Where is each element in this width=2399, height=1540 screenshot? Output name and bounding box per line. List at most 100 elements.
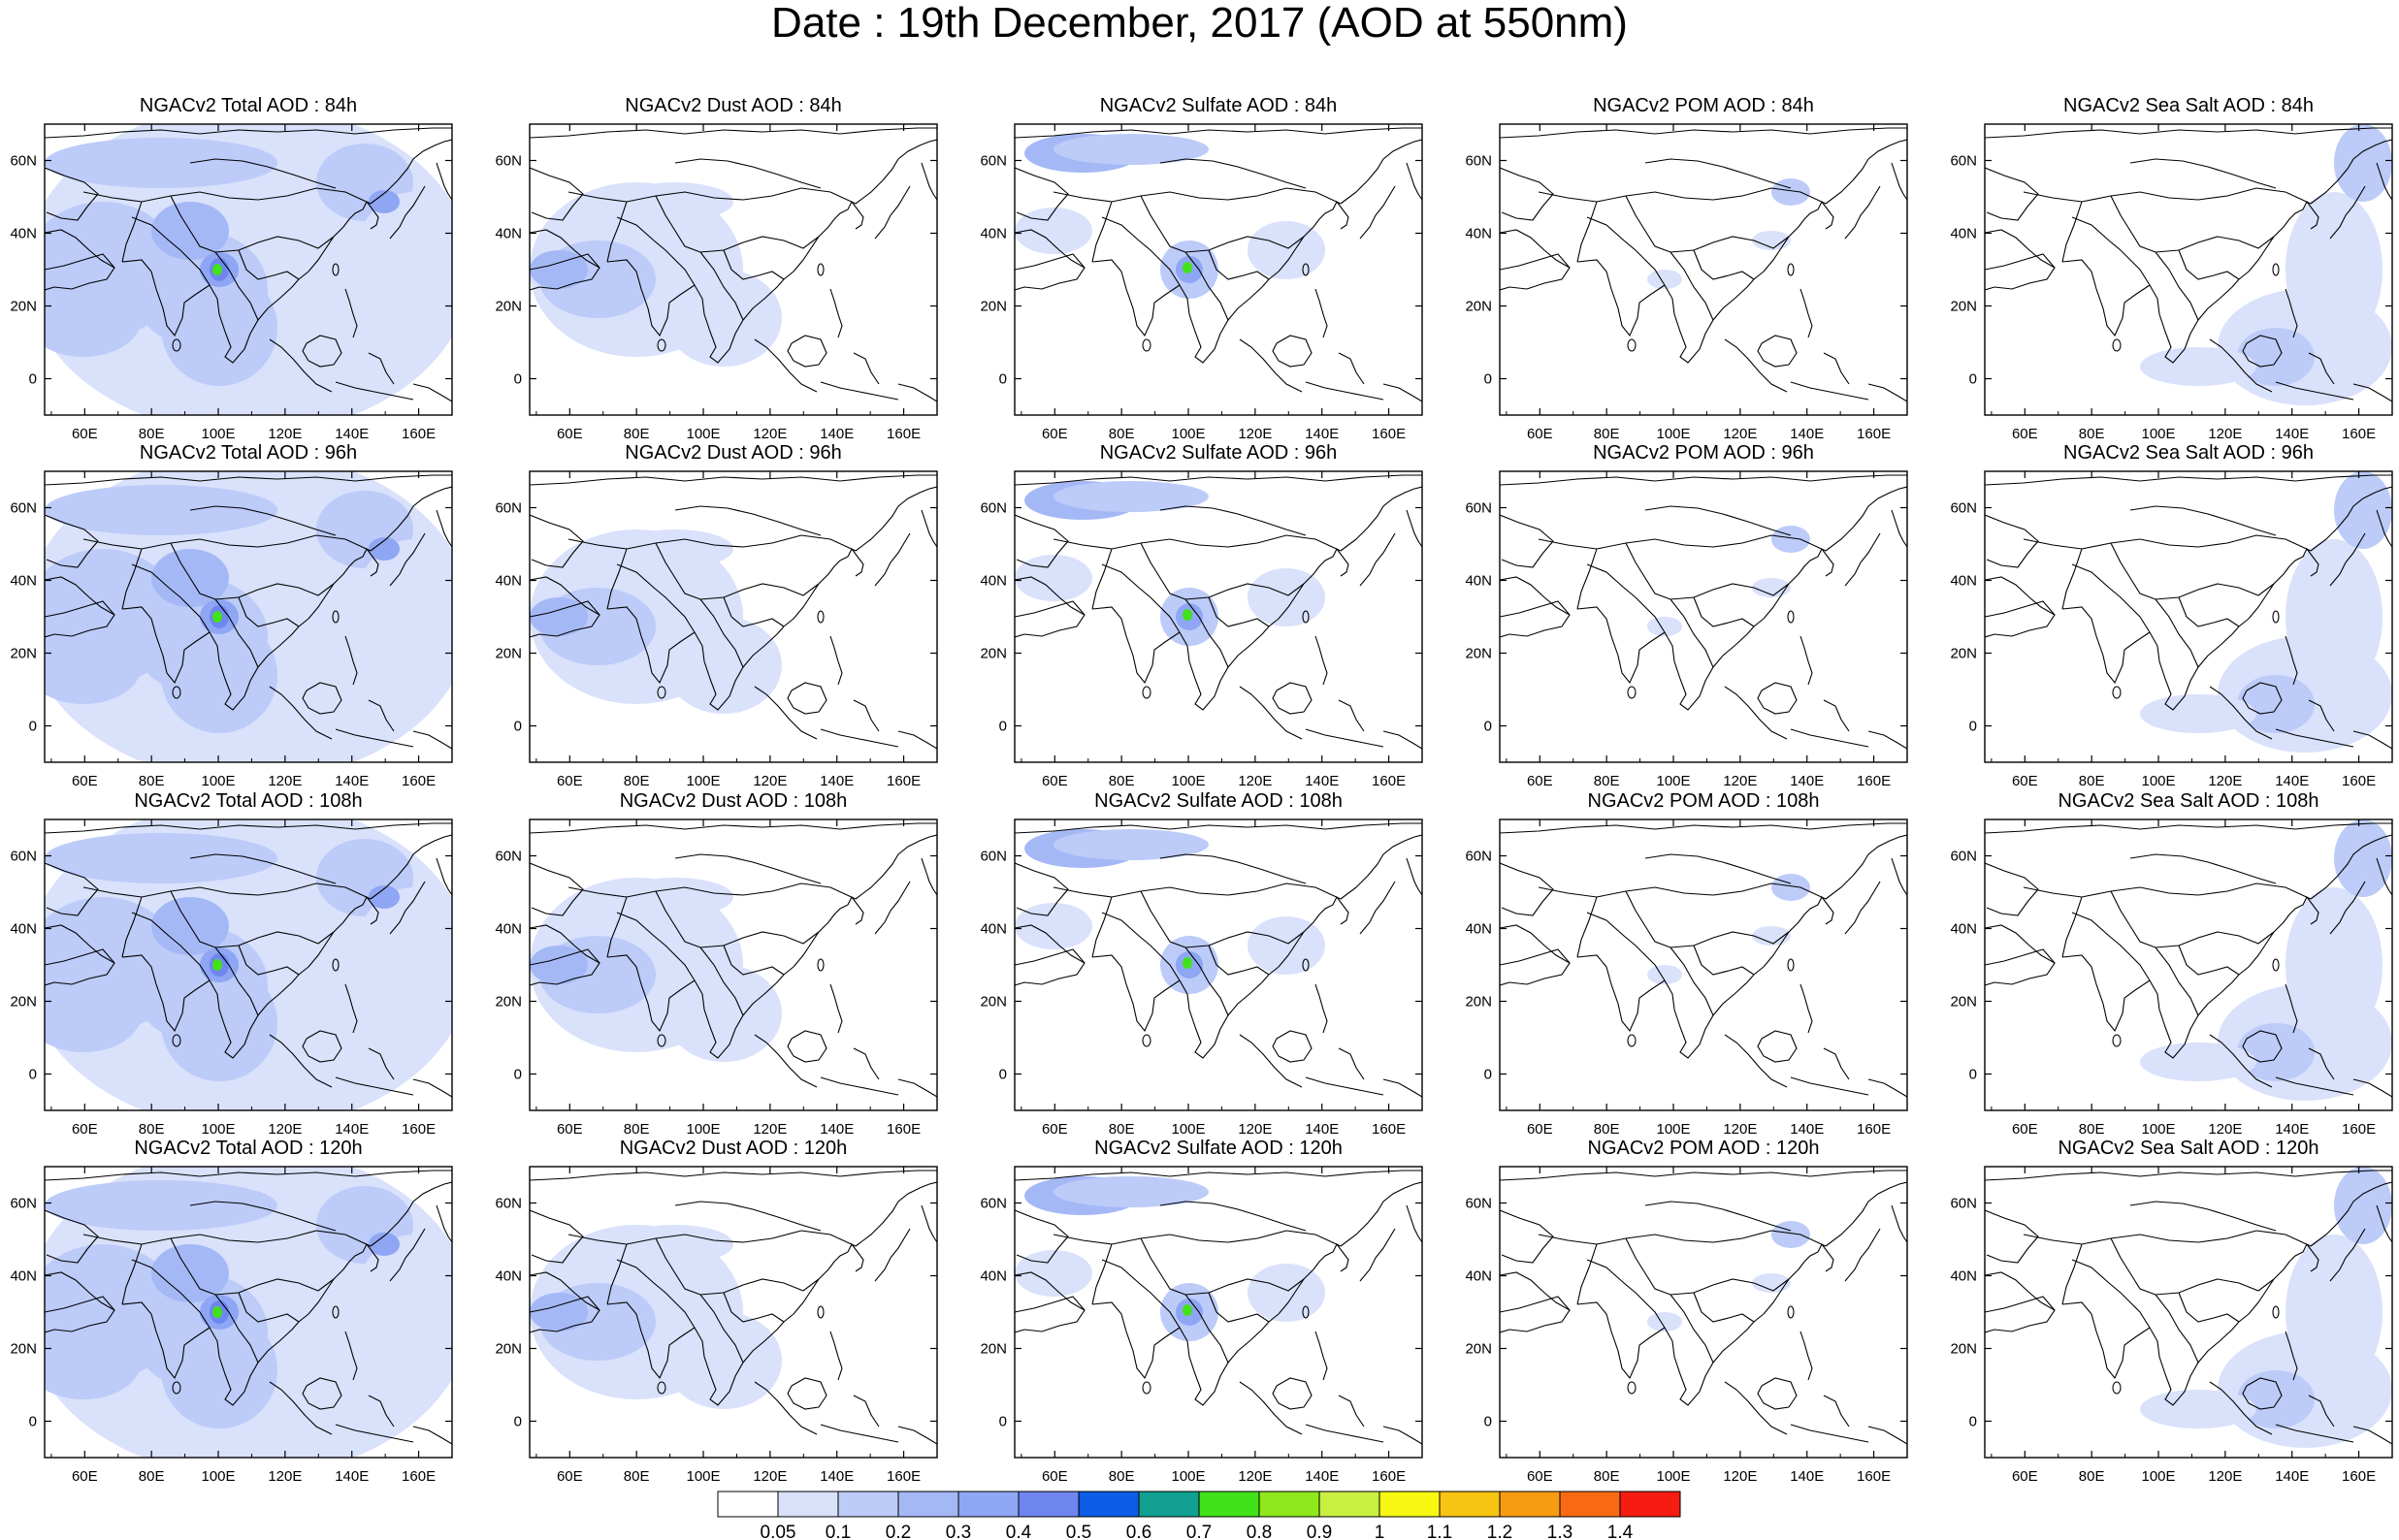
x-tick-label: 140E [1790,426,1824,442]
plot-frame [44,123,453,416]
aod-shading [45,1180,277,1231]
colorbar-label: 0.6 [1126,1523,1151,1540]
x-tick-label: 60E [2012,773,2038,789]
colorbar-swatch [1499,1491,1561,1518]
aod-shading [2334,819,2392,897]
aod-shading [2286,887,2383,1043]
aod-shading [530,250,588,289]
x-tick-label: 60E [557,426,583,442]
x-tick-label: 60E [1527,426,1553,442]
x-tick-label: 100E [201,773,235,789]
x-tick-label: 160E [2342,1121,2376,1138]
plot-frame [1984,470,2393,763]
y-tick-label: 0 [1969,1414,1977,1430]
x-tick-label: 120E [2208,1121,2242,1138]
y-tick-label: 20N [1465,1341,1492,1358]
colorbar-swatch [1078,1491,1140,1518]
x-tick-label: 80E [2079,1468,2105,1485]
colorbar-label: 0.3 [946,1523,971,1540]
x-tick-label: 60E [1042,773,1068,789]
x-tick-label: 120E [2208,773,2242,789]
aod-shading [1752,1273,1791,1293]
x-tick-label: 120E [268,1468,302,1485]
y-tick-label: 0 [29,719,37,735]
aod-shading [369,190,400,213]
y-tick-label: 60N [10,500,37,517]
x-tick-label: 160E [887,1121,921,1138]
x-tick-label: 140E [1790,1468,1824,1485]
map-panel: 60E 80E 100E 120E 140E 160E 0 20N 40N 60N [1465,818,1908,1138]
x-tick-label: 80E [1109,773,1135,789]
x-tick-label: 160E [2342,773,2376,789]
x-tick-label: 120E [753,1121,787,1138]
plot-frame [44,818,453,1111]
aod-shading [617,182,733,221]
y-tick-label: 60N [1465,153,1492,170]
x-tick-label: 100E [686,1468,720,1485]
x-tick-label: 100E [1656,426,1690,442]
aod-shading [1054,481,1209,512]
plot-frame [1499,1166,1908,1459]
aod-shading [1015,903,1092,949]
x-tick-label: 80E [1594,426,1620,442]
x-tick-label: 160E [2342,426,2376,442]
y-tick-label: 40N [1465,921,1492,938]
x-tick-label: 140E [335,1121,369,1138]
x-tick-label: 80E [139,426,165,442]
aod-shading [2237,1023,2315,1081]
x-tick-label: 140E [2275,1121,2309,1138]
colorbar-labels: 0.05 0.1 0.2 0.3 0.4 0.5 0.6 0.7 0.8 0.9 1 1.1 1.2 1.… [761,1523,1634,1540]
plot-frame [529,818,938,1111]
panel-title: NGACv2 POM AOD : 108h [1587,790,1820,812]
x-tick-label: 160E [402,1121,436,1138]
x-tick-label: 120E [2208,1468,2242,1485]
x-tick-label: 120E [268,426,302,442]
aod-shading [2334,1167,2392,1244]
colorbar-label: 0.7 [1186,1523,1212,1540]
aod-shading [617,878,733,916]
x-tick-label: 160E [1857,1468,1891,1485]
x-tick-label: 140E [1790,773,1824,789]
x-tick-label: 140E [1305,1121,1339,1138]
colorbar-swatch [837,1491,899,1518]
figure-title: Date : 19th December, 2017 (AOD at 550nm… [771,0,1628,47]
y-tick-label: 40N [980,921,1007,938]
y-tick-label: 20N [495,994,522,1011]
x-tick-label: 80E [1109,1468,1135,1485]
colorbar-swatch [717,1491,779,1518]
colorbar-swatch [1378,1491,1441,1518]
y-tick-label: 40N [495,1268,522,1285]
x-tick-label: 140E [820,426,854,442]
panel-title: NGACv2 Sea Salt AOD : 96h [2063,442,2314,464]
y-tick-label: 40N [1950,921,1977,938]
y-tick-label: 40N [495,226,522,242]
x-tick-label: 120E [1723,1121,1757,1138]
y-tick-label: 60N [495,849,522,865]
aod-shading [45,975,142,1052]
x-tick-label: 100E [1171,1468,1205,1485]
map-panel: 60E 80E 100E 120E 140E 160E 0 20N 40N 60N [980,1166,1423,1485]
aod-shading [2140,347,2256,386]
y-tick-label: 0 [514,371,522,388]
panel-title: NGACv2 Sulfate AOD : 108h [1094,790,1343,812]
aod-shading [2334,471,2392,549]
y-tick-label: 60N [1465,849,1492,865]
aod-shading [665,270,782,367]
aod-shading [1054,134,1209,165]
x-tick-label: 60E [557,1121,583,1138]
aod-shading [1752,926,1791,946]
x-tick-label: 80E [139,1121,165,1138]
y-tick-label: 20N [1950,299,1977,315]
y-tick-label: 20N [495,1341,522,1358]
colorbar-label: 1.2 [1487,1523,1512,1540]
x-tick-label: 60E [2012,1468,2038,1485]
x-tick-label: 80E [2079,426,2105,442]
colorbar-label: 0.2 [886,1523,911,1540]
panel-title: NGACv2 Total AOD : 108h [134,790,363,812]
y-tick-label: 20N [10,299,37,315]
map-panel: 60E 80E 100E 120E 140E 160E 0 20N 40N 60N [1950,818,2393,1138]
aod-shading [530,597,588,636]
aod-shading [1054,829,1209,860]
aod-shading [1752,578,1791,597]
